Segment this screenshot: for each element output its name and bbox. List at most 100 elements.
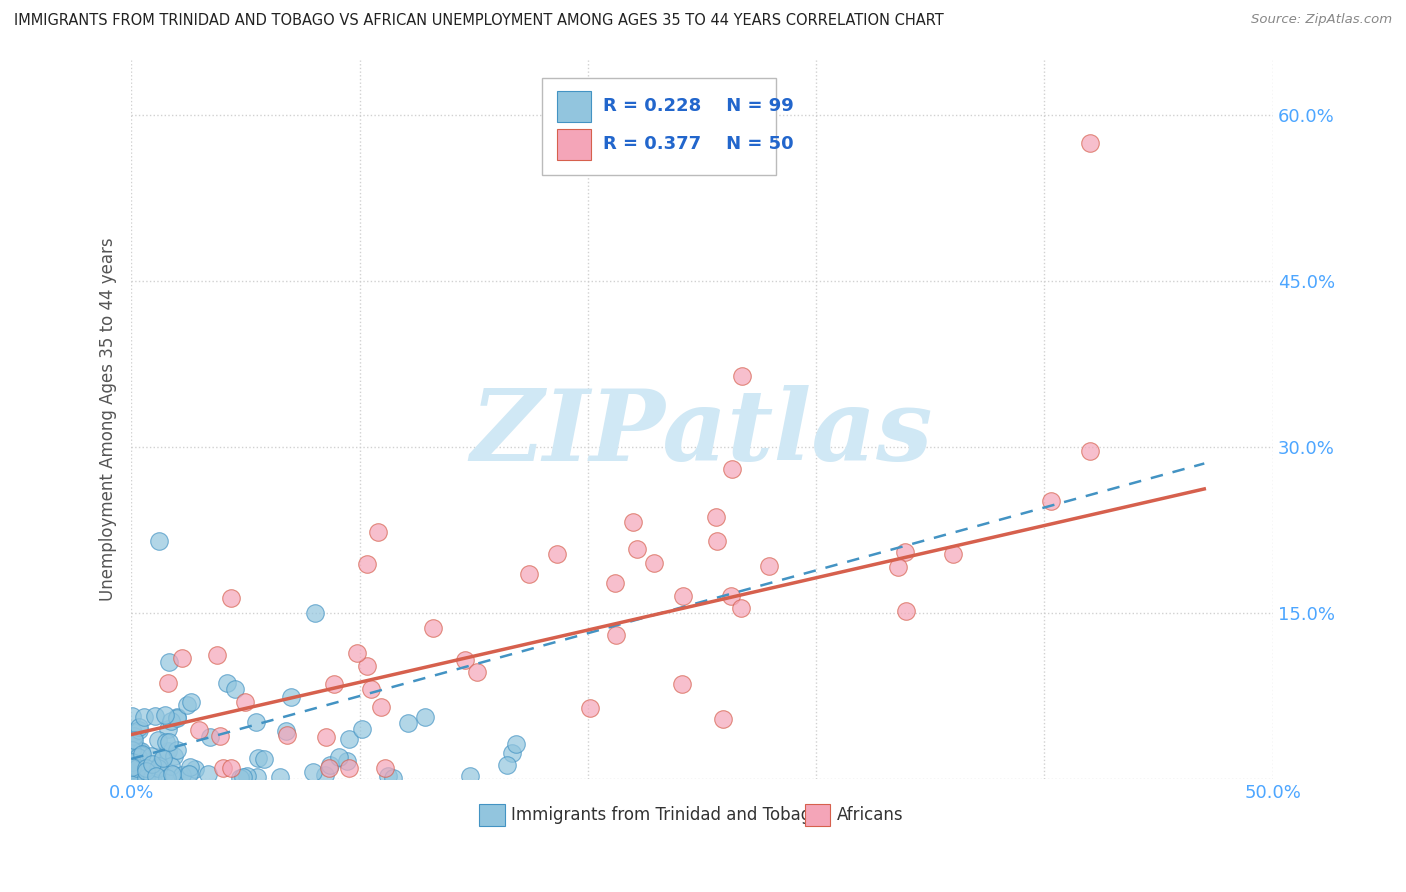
- Point: [129, 747, 152, 762]
- Text: R = 0.377    N = 50: R = 0.377 N = 50: [603, 136, 793, 153]
- Point: [1040, 494, 1063, 508]
- Point: [350, 722, 373, 736]
- Point: [179, 759, 201, 773]
- Point: [280, 690, 302, 704]
- Point: [217, 676, 239, 690]
- Point: [356, 658, 378, 673]
- Point: [145, 764, 167, 778]
- Point: [314, 768, 336, 782]
- Point: [122, 724, 145, 739]
- Point: [942, 547, 965, 561]
- Point: [706, 534, 728, 549]
- Point: [245, 714, 267, 729]
- Text: R = 0.228    N = 99: R = 0.228 N = 99: [603, 97, 793, 115]
- Point: [122, 763, 145, 777]
- Point: [671, 677, 693, 691]
- Point: [160, 767, 183, 781]
- Point: [212, 761, 235, 775]
- Point: [131, 769, 153, 783]
- Point: [318, 761, 340, 775]
- Point: [122, 756, 145, 771]
- Text: IMMIGRANTS FROM TRINIDAD AND TOBAGO VS AFRICAN UNEMPLOYMENT AMONG AGES 35 TO 44 : IMMIGRANTS FROM TRINIDAD AND TOBAGO VS A…: [14, 13, 943, 29]
- Point: [422, 621, 444, 635]
- Point: [121, 760, 143, 774]
- Point: [128, 723, 150, 738]
- Bar: [804, 804, 830, 826]
- Point: [122, 729, 145, 743]
- Point: [219, 591, 242, 605]
- Point: [370, 699, 392, 714]
- Point: [356, 557, 378, 571]
- Point: [346, 646, 368, 660]
- Point: [643, 556, 665, 570]
- Point: [730, 600, 752, 615]
- Point: [721, 462, 744, 476]
- Point: [233, 696, 256, 710]
- Point: [711, 712, 734, 726]
- Point: [704, 510, 727, 524]
- Point: [198, 730, 221, 744]
- Point: [129, 744, 152, 758]
- Point: [121, 743, 143, 757]
- Point: [454, 653, 477, 667]
- Text: Africans: Africans: [837, 805, 903, 824]
- Point: [159, 759, 181, 773]
- Point: [129, 756, 152, 770]
- Point: [621, 516, 644, 530]
- Point: [496, 757, 519, 772]
- Point: [152, 751, 174, 765]
- Point: [224, 681, 246, 696]
- Point: [253, 752, 276, 766]
- Point: [163, 749, 186, 764]
- Point: [136, 762, 159, 776]
- Point: [176, 698, 198, 712]
- FancyBboxPatch shape: [543, 78, 776, 175]
- Point: [605, 628, 627, 642]
- Point: [128, 744, 150, 758]
- Point: [141, 770, 163, 784]
- Point: [373, 761, 395, 775]
- Point: [232, 771, 254, 785]
- Point: [377, 769, 399, 783]
- Bar: [557, 91, 592, 122]
- Point: [672, 589, 695, 603]
- Point: [121, 732, 143, 747]
- Point: [413, 710, 436, 724]
- Point: [127, 755, 149, 769]
- Point: [122, 769, 145, 783]
- Point: [145, 769, 167, 783]
- Point: [157, 722, 180, 736]
- Point: [546, 548, 568, 562]
- Point: [337, 761, 360, 775]
- Point: [131, 747, 153, 761]
- Text: ZIPatlas: ZIPatlas: [471, 385, 934, 482]
- Point: [887, 559, 910, 574]
- Point: [177, 767, 200, 781]
- Point: [323, 677, 346, 691]
- Point: [603, 576, 626, 591]
- Point: [129, 769, 152, 783]
- Point: [184, 762, 207, 776]
- Point: [396, 715, 419, 730]
- Point: [720, 589, 742, 603]
- Point: [246, 770, 269, 784]
- Point: [1078, 443, 1101, 458]
- Point: [336, 754, 359, 768]
- Point: [166, 711, 188, 725]
- Point: [731, 369, 754, 384]
- Point: [180, 695, 202, 709]
- Point: [209, 729, 232, 743]
- Y-axis label: Unemployment Among Ages 35 to 44 years: Unemployment Among Ages 35 to 44 years: [100, 237, 117, 601]
- Point: [131, 764, 153, 779]
- Point: [125, 767, 148, 781]
- Point: [315, 730, 337, 744]
- Point: [360, 681, 382, 696]
- Point: [235, 769, 257, 783]
- Point: [172, 651, 194, 665]
- Point: [626, 541, 648, 556]
- Point: [893, 545, 915, 559]
- Point: [465, 665, 488, 679]
- Point: [274, 723, 297, 738]
- Point: [148, 759, 170, 773]
- Point: [150, 752, 173, 766]
